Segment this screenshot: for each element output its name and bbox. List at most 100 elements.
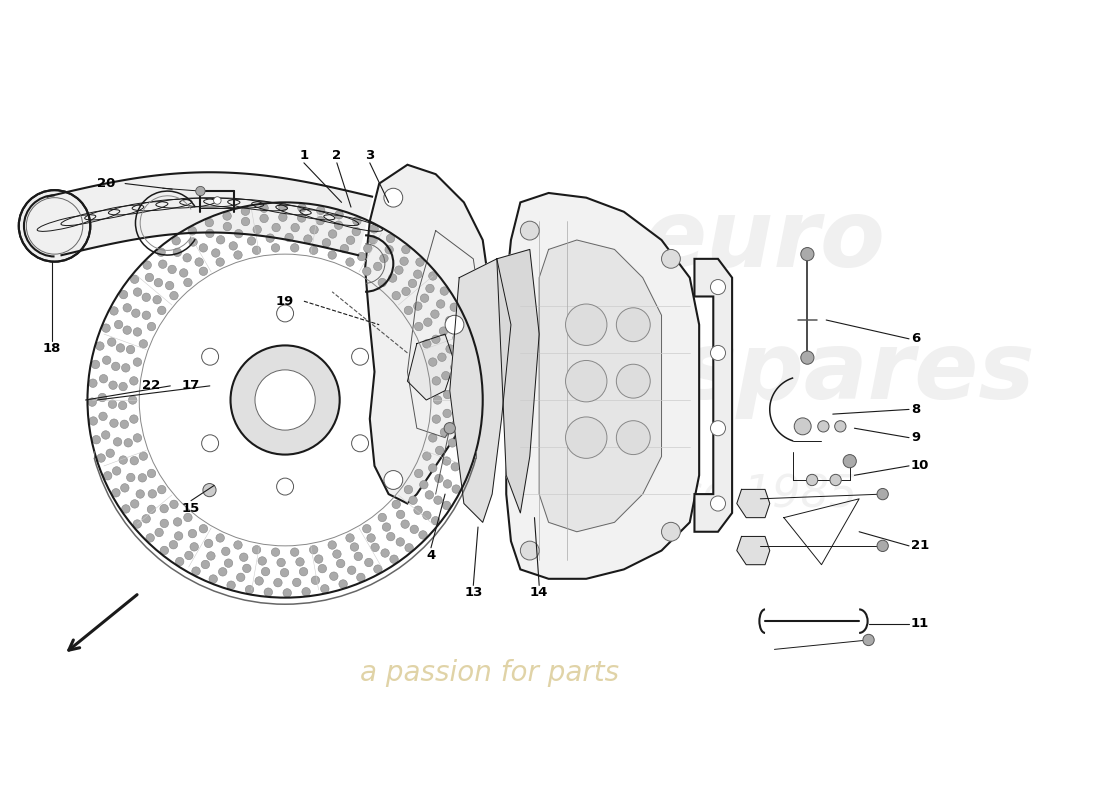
Circle shape xyxy=(126,474,135,482)
Circle shape xyxy=(386,532,395,541)
Circle shape xyxy=(311,576,320,585)
Circle shape xyxy=(356,573,365,582)
Circle shape xyxy=(139,474,146,482)
Circle shape xyxy=(471,431,478,440)
Circle shape xyxy=(147,470,156,478)
Circle shape xyxy=(103,471,112,480)
Circle shape xyxy=(315,555,323,563)
Circle shape xyxy=(119,290,128,299)
Circle shape xyxy=(877,489,889,500)
Circle shape xyxy=(422,340,431,348)
Circle shape xyxy=(123,303,132,312)
Circle shape xyxy=(201,348,219,365)
Circle shape xyxy=(304,235,312,243)
Circle shape xyxy=(223,212,231,220)
Circle shape xyxy=(309,546,318,554)
Circle shape xyxy=(399,257,408,266)
Circle shape xyxy=(213,197,221,204)
Circle shape xyxy=(106,449,114,458)
Circle shape xyxy=(440,428,449,436)
Text: 21: 21 xyxy=(911,539,930,552)
Circle shape xyxy=(227,581,235,590)
Circle shape xyxy=(415,322,422,330)
Circle shape xyxy=(132,309,140,318)
Circle shape xyxy=(843,454,856,468)
Circle shape xyxy=(616,308,650,342)
Circle shape xyxy=(429,358,437,366)
Circle shape xyxy=(565,304,607,346)
Circle shape xyxy=(119,456,128,464)
Text: 4: 4 xyxy=(427,549,436,562)
Circle shape xyxy=(136,490,144,498)
Circle shape xyxy=(240,553,248,562)
Circle shape xyxy=(112,466,121,475)
Circle shape xyxy=(806,474,817,486)
Circle shape xyxy=(276,478,294,495)
Circle shape xyxy=(443,390,452,398)
Circle shape xyxy=(108,400,117,409)
Circle shape xyxy=(459,320,466,329)
Circle shape xyxy=(145,274,154,282)
Circle shape xyxy=(354,552,363,561)
Circle shape xyxy=(817,421,829,432)
Circle shape xyxy=(414,302,422,310)
Circle shape xyxy=(209,574,218,583)
Circle shape xyxy=(419,530,427,539)
Text: 13: 13 xyxy=(464,586,483,599)
Circle shape xyxy=(221,547,230,555)
Circle shape xyxy=(463,408,472,416)
Circle shape xyxy=(318,564,327,573)
Circle shape xyxy=(711,279,726,294)
Circle shape xyxy=(392,500,400,509)
Polygon shape xyxy=(47,172,372,255)
Circle shape xyxy=(223,222,232,230)
Polygon shape xyxy=(694,259,733,532)
Circle shape xyxy=(201,435,219,452)
Circle shape xyxy=(89,417,98,426)
Circle shape xyxy=(190,542,198,551)
Circle shape xyxy=(404,486,412,494)
Circle shape xyxy=(130,457,139,465)
Circle shape xyxy=(110,419,118,427)
Circle shape xyxy=(245,586,254,594)
Circle shape xyxy=(175,558,184,566)
Circle shape xyxy=(400,520,409,528)
Circle shape xyxy=(332,550,341,558)
Circle shape xyxy=(285,234,294,242)
Circle shape xyxy=(175,532,183,540)
Circle shape xyxy=(98,394,107,402)
Circle shape xyxy=(337,559,345,568)
Circle shape xyxy=(432,377,441,385)
Circle shape xyxy=(280,569,289,577)
Text: 8: 8 xyxy=(911,403,921,416)
Circle shape xyxy=(290,548,299,556)
Circle shape xyxy=(432,415,441,423)
Circle shape xyxy=(415,470,422,478)
Circle shape xyxy=(661,250,680,268)
Circle shape xyxy=(119,402,126,410)
Circle shape xyxy=(446,315,464,334)
Circle shape xyxy=(219,567,227,576)
Circle shape xyxy=(446,345,454,354)
Circle shape xyxy=(453,382,462,390)
Circle shape xyxy=(109,381,118,390)
Circle shape xyxy=(169,500,178,509)
Circle shape xyxy=(272,223,280,232)
Circle shape xyxy=(384,470,403,490)
Circle shape xyxy=(426,284,434,293)
Circle shape xyxy=(404,306,412,314)
Circle shape xyxy=(184,514,192,522)
Circle shape xyxy=(370,225,378,233)
Circle shape xyxy=(363,267,371,275)
Circle shape xyxy=(328,541,337,550)
Circle shape xyxy=(165,282,174,290)
Circle shape xyxy=(252,546,261,554)
Circle shape xyxy=(234,541,242,550)
Text: 3: 3 xyxy=(365,149,374,162)
Circle shape xyxy=(130,415,139,423)
Circle shape xyxy=(274,578,283,587)
Circle shape xyxy=(183,254,191,262)
Circle shape xyxy=(298,203,306,212)
Circle shape xyxy=(169,291,178,300)
Circle shape xyxy=(425,490,433,499)
